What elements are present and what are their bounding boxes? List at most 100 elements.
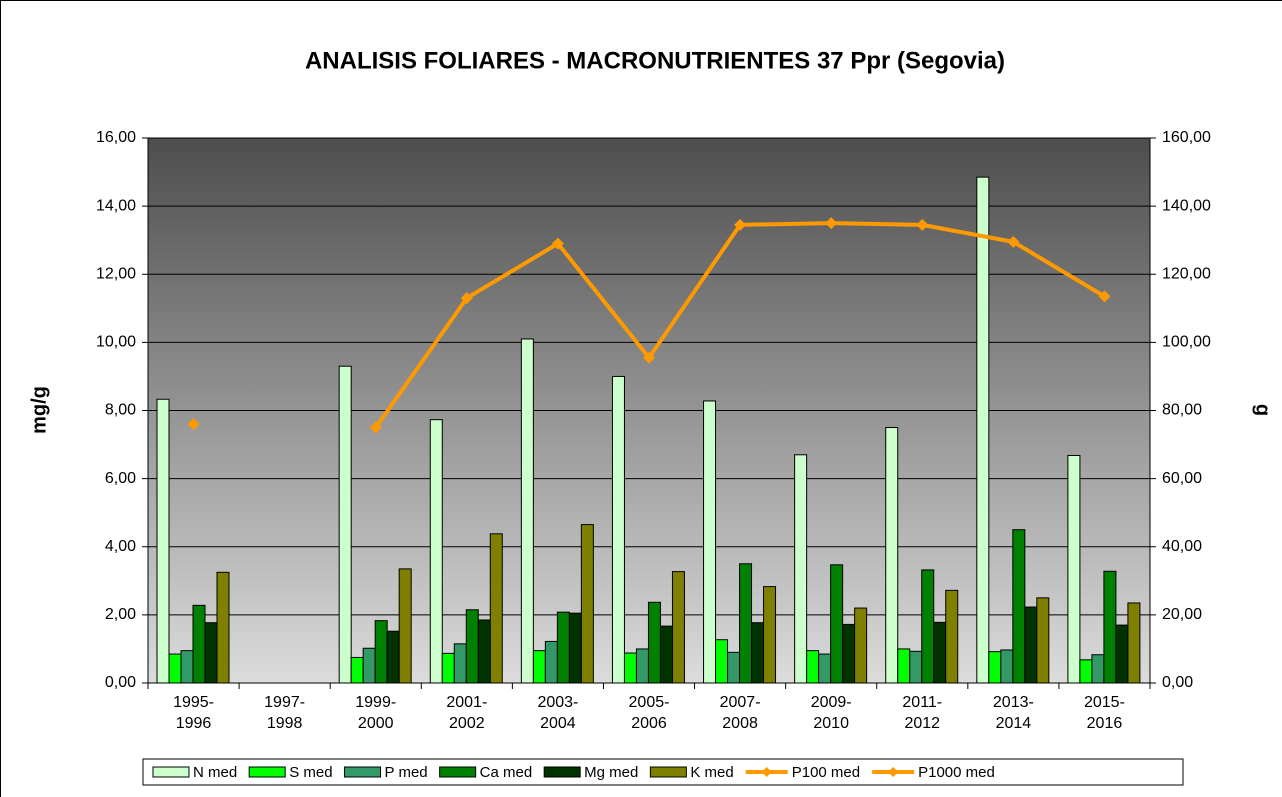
y2-tick-label: 160,00 [1162, 129, 1211, 146]
bar [465, 609, 479, 684]
bar [1012, 529, 1026, 684]
bar [921, 569, 935, 684]
bar [1103, 570, 1117, 684]
y-axis-title: mg/g [28, 386, 50, 434]
bar [623, 652, 637, 684]
legend-marker [888, 767, 899, 777]
bar [556, 611, 570, 684]
bar [635, 648, 649, 684]
x-tick-label: 2011- 2012 [902, 694, 943, 732]
line-marker [460, 292, 473, 305]
bar [180, 650, 194, 684]
line-marker [369, 421, 382, 434]
bar [192, 604, 206, 684]
bar [854, 607, 868, 684]
legend-label: P med [385, 764, 428, 781]
legend-label: Mg med [584, 764, 638, 781]
line-marker [1098, 290, 1111, 303]
bar [739, 563, 753, 684]
y-tick-label: 6,00 [105, 470, 136, 487]
bar [1000, 649, 1014, 684]
bar [338, 365, 352, 684]
bar [386, 630, 400, 684]
bar [441, 652, 455, 684]
x-tick-label: 1999- 2000 [355, 694, 397, 732]
bar [1036, 597, 1050, 684]
bar [429, 419, 443, 684]
bar [374, 620, 388, 684]
legend-label: K med [690, 764, 733, 781]
bar [1079, 659, 1093, 684]
bar [453, 643, 467, 684]
bar [350, 656, 364, 684]
y-tick-label: 16,00 [96, 129, 136, 146]
bar [580, 524, 594, 684]
legend-swatch [344, 766, 382, 778]
bar [945, 589, 959, 684]
bar [204, 622, 218, 684]
legend-label: Ca med [480, 764, 533, 781]
bar [1115, 624, 1129, 684]
line-marker [825, 217, 838, 230]
bar [156, 398, 170, 684]
line-marker [643, 351, 655, 364]
legend-marker [761, 767, 772, 777]
y-tick-label: 2,00 [105, 606, 136, 623]
bar [830, 564, 844, 684]
bar [362, 647, 376, 684]
bar [897, 648, 911, 684]
bar [909, 650, 923, 684]
bar [1091, 654, 1105, 684]
legend-swatch [649, 766, 687, 778]
chart-title: ANALISIS FOLIARES - MACRONUTRIENTES 37 P… [305, 47, 1005, 74]
bar [976, 176, 990, 684]
bar [885, 427, 899, 684]
y2-tick-label: 140,00 [1162, 197, 1211, 214]
x-tick-label: 1995- 1996 [173, 694, 214, 732]
bar [727, 651, 741, 684]
bar [703, 400, 717, 684]
bar [568, 612, 582, 684]
bar [933, 621, 947, 684]
y2-tick-label: 120,00 [1162, 265, 1211, 282]
bar [216, 571, 230, 684]
bar [715, 639, 729, 684]
legend-swatch [439, 766, 477, 778]
bar [544, 640, 558, 684]
line-marker [1007, 235, 1020, 248]
x-tick-label: 2015- 2016 [1083, 694, 1125, 732]
bar [398, 568, 412, 684]
bar [647, 601, 661, 684]
y2-axis-title: g [1252, 404, 1274, 416]
bar [1067, 454, 1081, 684]
y2-tick-label: 60,00 [1162, 470, 1202, 487]
bar [520, 338, 534, 684]
bar [988, 651, 1002, 684]
legend-label: P100 med [792, 764, 860, 781]
line-marker [551, 237, 564, 250]
bar [763, 586, 777, 684]
bar [842, 623, 856, 684]
legend-swatch [248, 766, 286, 778]
x-tick-label: 1997- 1998 [264, 694, 306, 732]
bar [794, 454, 808, 684]
legend-label: N med [193, 764, 237, 781]
line-marker [734, 218, 747, 231]
bar [611, 375, 625, 684]
y-tick-label: 14,00 [96, 197, 136, 214]
legend-label: P1000 med [918, 764, 995, 781]
bar [477, 619, 491, 684]
bar [818, 653, 832, 684]
y2-tick-label: 0,00 [1162, 674, 1193, 691]
bar [532, 650, 546, 684]
x-tick-label: 2001- 2002 [446, 694, 488, 732]
y2-tick-label: 20,00 [1162, 606, 1202, 623]
bar [1127, 602, 1141, 684]
x-tick-label: 2005- 2006 [628, 694, 670, 732]
bar [671, 571, 685, 684]
y-tick-label: 12,00 [96, 265, 136, 282]
y2-tick-label: 100,00 [1162, 334, 1211, 351]
